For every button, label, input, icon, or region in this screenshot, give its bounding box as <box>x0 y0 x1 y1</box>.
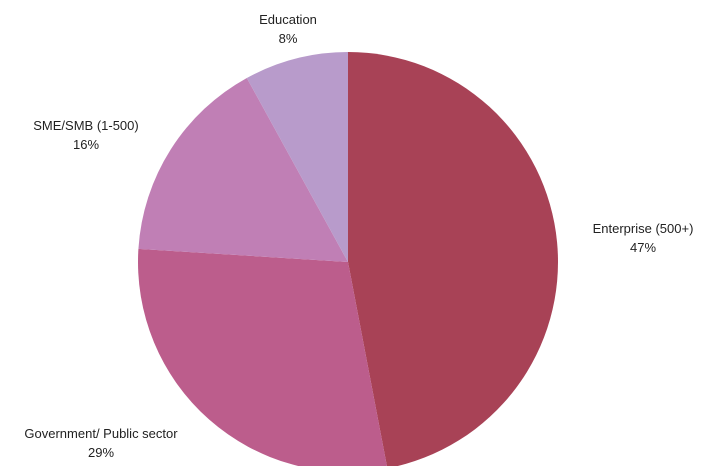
slice-percent-label: 29% <box>88 445 114 460</box>
slice-percent-label: 16% <box>73 137 99 152</box>
slice-label: Education <box>259 12 317 27</box>
pie-slice <box>138 77 348 263</box>
slice-percent-label: 47% <box>630 240 656 255</box>
pie-slices <box>138 52 558 466</box>
pie-slice <box>348 52 558 466</box>
pie-slice <box>246 52 348 262</box>
slice-label: Government/ Public sector <box>24 426 178 441</box>
slice-label: Enterprise (500+) <box>593 221 694 236</box>
slice-percent-label: 8% <box>279 31 298 46</box>
pie-labels: Enterprise (500+) 47% Government/ Public s… <box>24 12 693 460</box>
slice-label: SME/SMB (1-500) <box>33 118 138 133</box>
pie-slice <box>138 248 387 466</box>
